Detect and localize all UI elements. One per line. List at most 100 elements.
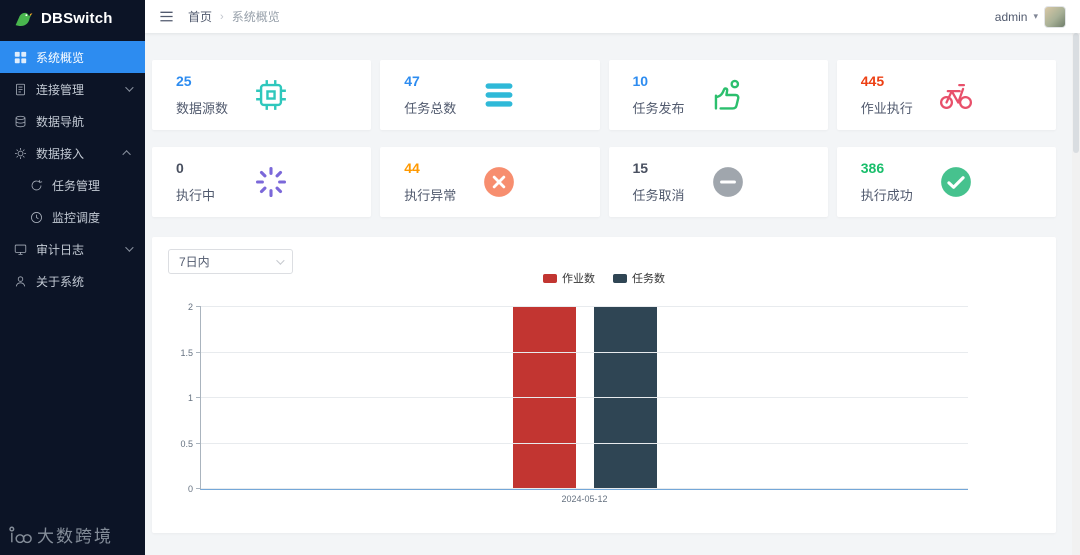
stat-label: 任务发布 (632, 101, 685, 116)
doc-icon (14, 83, 27, 96)
stat-label: 执行中 (176, 188, 216, 203)
stat-card: 44 执行异常 (380, 147, 600, 217)
chevron-up-icon (122, 150, 131, 159)
watermark: 大数跨境 (8, 522, 113, 547)
sidebar-subitem-label: 监控调度 (52, 210, 101, 225)
scrollbar-thumb[interactable] (1073, 33, 1079, 153)
range-select-value: 7日内 (179, 255, 210, 269)
stats-grid: 25 数据源数 47 任务总数 10 任务发布 445 作业执行 0 执行中 44 执行异常 15 任务取… (152, 60, 1056, 217)
sidebar-item[interactable]: 关于系统 (0, 265, 145, 297)
monitor-icon (14, 243, 27, 256)
legend-item[interactable]: 作业数 (543, 270, 595, 286)
menu-collapse-icon[interactable] (159, 9, 174, 24)
y-tick-label: 2 (187, 302, 193, 312)
y-axis-tick (196, 397, 201, 398)
watermark-text: 大数跨境 (37, 527, 113, 546)
chevron-down-icon (276, 255, 285, 265)
sidebar-item-label: 数据接入 (36, 146, 85, 161)
sidebar-item[interactable]: 数据导航 (0, 105, 145, 137)
breadcrumb-separator: › (220, 10, 224, 23)
logo[interactable]: DBSwitch (0, 0, 145, 37)
breadcrumb: 首页 › 系统概览 (188, 8, 280, 25)
legend-swatch (543, 273, 557, 283)
gridline (201, 442, 968, 444)
breadcrumb-home[interactable]: 首页 (188, 10, 213, 24)
y-tick-label: 0.5 (180, 438, 193, 449)
legend-label: 作业数 (562, 273, 595, 285)
clock-icon (30, 211, 43, 224)
hand-ok-icon (711, 78, 745, 112)
stat-value: 0 (176, 160, 184, 176)
bar[interactable] (512, 307, 576, 489)
sidebar-subitem[interactable]: 任务管理 (0, 169, 145, 201)
gear-icon (14, 147, 27, 160)
stat-label: 作业执行 (860, 101, 913, 116)
user-name: admin (994, 9, 1028, 24)
sidebar: DBSwitch 系统概览连接管理数据导航数据接入任务管理监控调度审计日志关于系… (0, 0, 145, 555)
chart-card: 7日内 作业数 任务数 2024-05-12 0 0.5 1 1.5 2 (152, 237, 1056, 533)
y-axis-tick (196, 442, 201, 444)
stack-icon (482, 78, 516, 112)
app-title: DBSwitch (41, 10, 113, 27)
y-tick-label: 1.5 (180, 347, 193, 358)
user-icon (14, 275, 27, 288)
sidebar-item-label: 审计日志 (36, 242, 85, 257)
gridline (201, 488, 968, 489)
sidebar-subitem[interactable]: 监控调度 (0, 201, 145, 233)
chart-plot: 2024-05-12 0 0.5 1 1.5 2 (180, 302, 968, 504)
stat-card: 10 任务发布 (608, 60, 828, 130)
sidebar-item[interactable]: 系统概览 (0, 41, 145, 73)
circle-minus-icon (711, 165, 745, 199)
circle-check-icon (939, 165, 973, 199)
y-tick-label: 0 (187, 484, 193, 494)
topbar: 首页 › 系统概览 admin ▾ (145, 0, 1080, 33)
stat-card: 0 执行中 (152, 147, 372, 217)
avatar[interactable] (1044, 5, 1066, 28)
stat-value: 445 (860, 73, 885, 89)
gridline (201, 306, 968, 307)
stat-value: 44 (404, 160, 420, 176)
stat-card: 15 任务取消 (608, 147, 828, 217)
chevron-down-icon (125, 243, 134, 252)
legend-label: 任务数 (632, 273, 665, 285)
y-tick-label: 1 (187, 393, 193, 403)
sidebar-item[interactable]: 审计日志 (0, 233, 145, 265)
refresh-icon (30, 179, 43, 192)
sidebar-item[interactable]: 数据接入 (0, 137, 145, 169)
y-axis-tick (196, 488, 201, 489)
watermark-logo-icon (8, 525, 32, 545)
bar[interactable] (593, 307, 657, 489)
stat-value: 25 (176, 73, 192, 89)
sidebar-item-label: 系统概览 (36, 50, 85, 65)
y-axis-tick (196, 351, 201, 353)
circle-x-icon (482, 165, 516, 199)
stat-value: 386 (860, 160, 885, 176)
sidebar-item[interactable]: 连接管理 (0, 73, 145, 105)
scrollbar[interactable] (1072, 33, 1080, 555)
stat-label: 数据源数 (176, 101, 229, 116)
chart-range-select[interactable]: 7日内 (168, 249, 293, 274)
breadcrumb-current: 系统概览 (231, 10, 280, 24)
spinner-icon (254, 165, 288, 199)
stat-card: 25 数据源数 (152, 60, 372, 130)
chart-legend: 作业数 任务数 (152, 270, 1056, 286)
sidebar-subitem-label: 任务管理 (52, 178, 101, 193)
stat-value: 47 (404, 73, 420, 89)
stat-card: 445 作业执行 (836, 60, 1056, 130)
x-axis-label: 2024-05-12 (561, 494, 608, 504)
sidebar-item-label: 数据导航 (36, 114, 85, 129)
y-axis-tick (196, 306, 201, 307)
stat-label: 执行异常 (404, 188, 457, 203)
grid-icon (14, 51, 27, 64)
stat-card: 386 执行成功 (836, 147, 1056, 217)
stat-card: 47 任务总数 (380, 60, 600, 130)
gridline (201, 397, 968, 398)
gridline (201, 351, 968, 353)
legend-item[interactable]: 任务数 (613, 270, 665, 286)
bicycle-icon (939, 78, 973, 112)
stat-label: 任务总数 (404, 101, 457, 116)
chip-icon (254, 78, 288, 112)
stat-label: 任务取消 (632, 188, 685, 203)
chevron-down-icon: ▾ (1033, 11, 1038, 21)
user-menu[interactable]: admin ▾ (994, 5, 1066, 28)
